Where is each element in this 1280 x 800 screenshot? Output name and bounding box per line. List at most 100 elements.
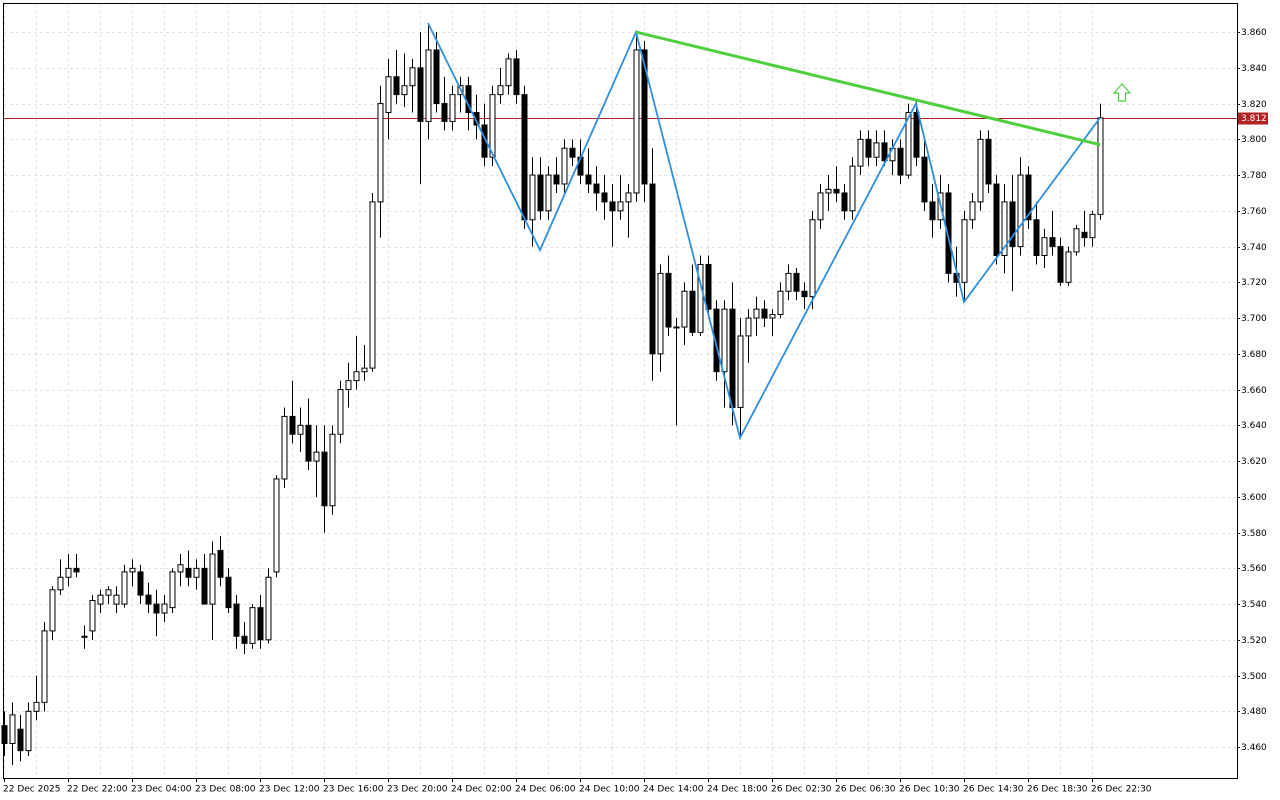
candle-body	[985, 138, 992, 185]
candle-body	[897, 147, 904, 176]
x-tick-label: 23 Dec 08:00	[195, 785, 256, 795]
candle-body	[217, 549, 224, 578]
candle-body	[257, 607, 264, 641]
candle-body	[609, 201, 616, 212]
candle-body	[25, 710, 32, 752]
candle-body	[945, 192, 952, 274]
price-tag-label: 3.812	[1241, 114, 1267, 124]
candle-body	[865, 138, 872, 158]
y-tick-label: 3.740	[1241, 243, 1267, 253]
candle-body	[265, 576, 272, 641]
x-tick-label: 23 Dec 12:00	[259, 785, 320, 795]
candle-body	[825, 188, 832, 194]
x-tick-label: 26 Dec 22:30	[1091, 785, 1152, 795]
candle-body	[9, 714, 16, 745]
candle-body	[537, 174, 544, 212]
candle-body	[777, 290, 784, 315]
candle-body	[977, 138, 984, 203]
candle-body	[969, 201, 976, 221]
candle-body	[361, 367, 368, 373]
candle-body	[489, 94, 496, 158]
candle-body	[649, 183, 656, 355]
candle-body	[497, 85, 504, 96]
y-tick-label: 3.460	[1241, 743, 1267, 753]
candle-body	[121, 571, 128, 605]
candle-body	[345, 380, 352, 391]
candle-body	[769, 313, 776, 319]
candle-body	[697, 263, 704, 333]
x-tick-label: 23 Dec 04:00	[131, 785, 192, 795]
candle-body	[353, 371, 360, 382]
x-tick-label: 26 Dec 10:30	[899, 785, 960, 795]
candle-body	[905, 112, 912, 176]
candle-body	[761, 308, 768, 319]
x-tick-label: 22 Dec 22:00	[67, 785, 128, 795]
candle-body	[417, 67, 424, 122]
candle-body	[593, 183, 600, 194]
candle-body	[857, 138, 864, 167]
candle-body	[521, 94, 528, 221]
y-tick-label: 3.780	[1241, 171, 1267, 181]
y-tick-label: 3.480	[1241, 707, 1267, 717]
y-tick-label: 3.720	[1241, 278, 1267, 288]
candle-body	[993, 183, 1000, 257]
candle-body	[281, 415, 288, 480]
candle-body	[185, 567, 192, 578]
candle-body	[569, 147, 576, 158]
x-tick-label: 23 Dec 20:00	[387, 785, 448, 795]
candle-body	[793, 272, 800, 292]
candle-body	[913, 112, 920, 158]
candle-body	[713, 308, 720, 373]
candle-body	[145, 594, 152, 605]
candle-body	[401, 85, 408, 96]
y-tick-label: 3.860	[1241, 28, 1267, 38]
candle-body	[49, 589, 56, 632]
candle-body	[1057, 246, 1064, 283]
candle-body	[1089, 213, 1096, 239]
x-tick-label: 26 Dec 06:30	[835, 785, 896, 795]
candle-body	[129, 567, 136, 573]
candle-body	[113, 594, 120, 605]
candle-body	[425, 49, 432, 122]
candle-body	[369, 201, 376, 369]
candle-body	[81, 635, 88, 638]
y-tick-label: 3.820	[1241, 100, 1267, 110]
candle-body	[65, 567, 72, 578]
candle-body	[73, 567, 80, 573]
candle-body	[209, 553, 216, 605]
x-tick-label: 24 Dec 18:00	[707, 785, 768, 795]
candle-body	[1001, 201, 1008, 257]
candle-body	[625, 192, 632, 203]
candle-body	[721, 308, 728, 373]
candle-body	[233, 603, 240, 637]
candle-body	[449, 94, 456, 122]
candle-body	[1065, 251, 1072, 283]
candle-body	[1017, 174, 1024, 248]
y-tick-label: 3.760	[1241, 207, 1267, 217]
y-tick-label: 3.520	[1241, 636, 1267, 646]
candle-body	[329, 433, 336, 507]
candle-body	[809, 219, 816, 298]
candle-body	[705, 263, 712, 310]
candle-body	[89, 599, 96, 632]
candle-body	[841, 192, 848, 212]
candle-body	[57, 576, 64, 591]
candle-body	[1049, 237, 1056, 248]
candle-body	[961, 219, 968, 283]
y-tick-label: 3.500	[1241, 672, 1267, 682]
candle-body	[169, 571, 176, 609]
candle-body	[505, 58, 512, 87]
candle-body	[833, 188, 840, 194]
candle-body	[849, 165, 856, 212]
candle-body	[297, 424, 304, 435]
candle-body	[161, 603, 168, 614]
candle-body	[561, 147, 568, 185]
candle-body	[249, 607, 256, 644]
candle-body	[689, 290, 696, 333]
x-tick-label: 24 Dec 10:00	[579, 785, 640, 795]
candle-body	[41, 630, 48, 703]
candle-body	[633, 49, 640, 194]
candle-body	[441, 103, 448, 122]
candle-body	[1097, 117, 1104, 215]
